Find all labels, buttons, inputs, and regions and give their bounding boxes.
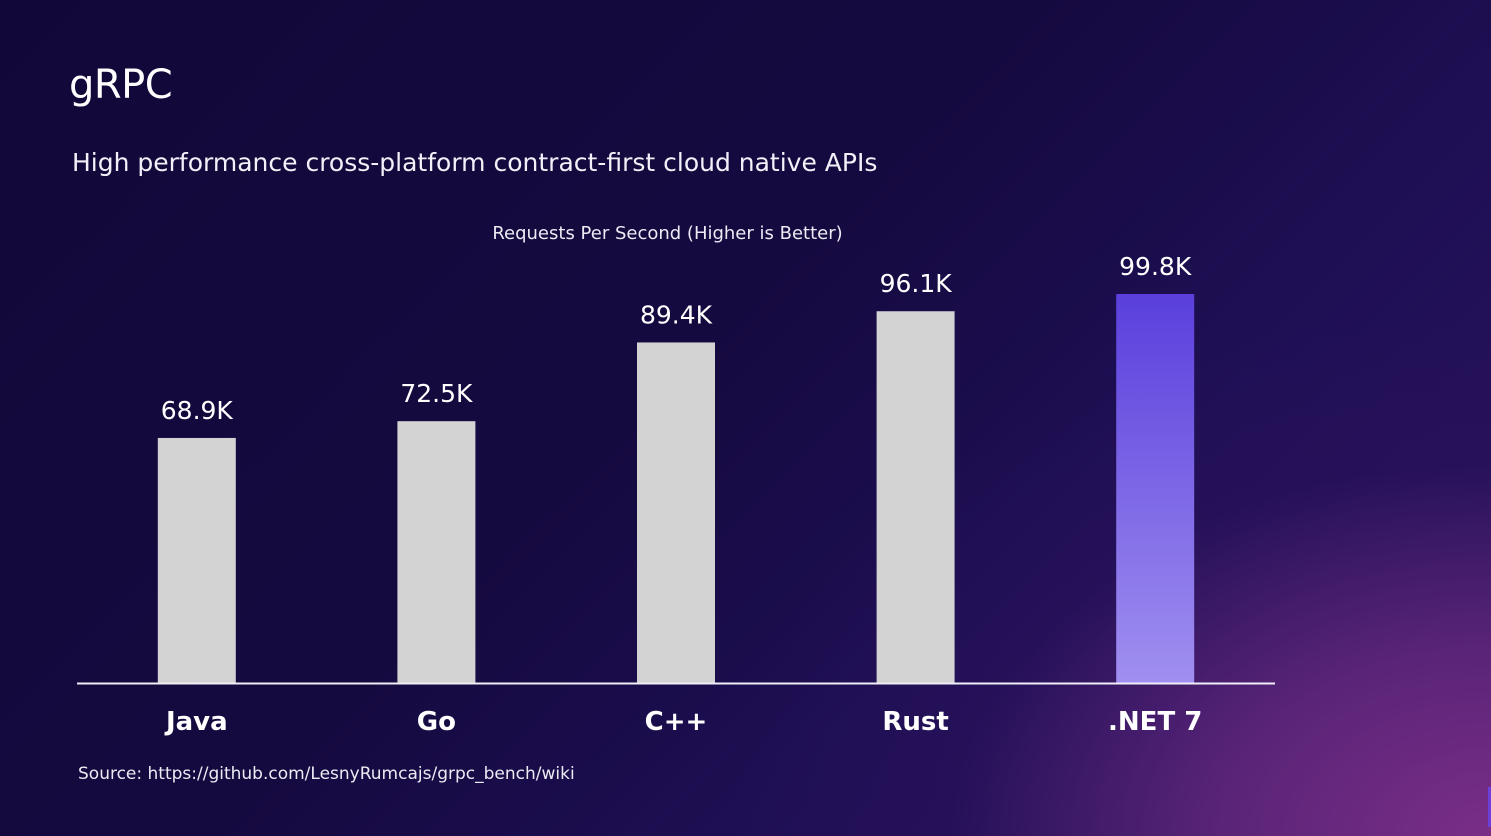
- value-label-java: 68.9K: [161, 396, 234, 425]
- bar-net-7: [1116, 294, 1195, 683]
- slide-title: gRPC: [69, 62, 173, 108]
- value-label-c: 89.4K: [640, 300, 713, 329]
- category-label-go: Go: [417, 707, 456, 737]
- category-labels-group: Java Go C++ Rust .NET 7: [164, 707, 1202, 737]
- bar-go: [397, 421, 476, 683]
- value-labels-group: 68.9K 72.5K 89.4K 96.1K 99.8K: [161, 252, 1192, 425]
- edge-accent: [1488, 787, 1491, 827]
- category-label-net-7: .NET 7: [1108, 707, 1202, 737]
- value-label-go: 72.5K: [400, 379, 473, 408]
- source-citation: Source: https://github.com/LesnyRumcajs/…: [78, 764, 575, 784]
- category-label-java: Java: [164, 707, 228, 737]
- category-label-rust: Rust: [882, 707, 948, 737]
- bar-java: [157, 437, 236, 683]
- value-label-rust: 96.1K: [880, 269, 953, 298]
- slide-subtitle: High performance cross-platform contract…: [72, 148, 878, 177]
- chart-title: Requests Per Second (Higher is Better): [492, 223, 843, 244]
- bar-c: [637, 342, 715, 683]
- category-label-c: C++: [645, 707, 708, 737]
- bars-group: [157, 294, 1195, 683]
- value-label-net-7: 99.8K: [1119, 252, 1192, 281]
- bar-rust: [876, 311, 955, 683]
